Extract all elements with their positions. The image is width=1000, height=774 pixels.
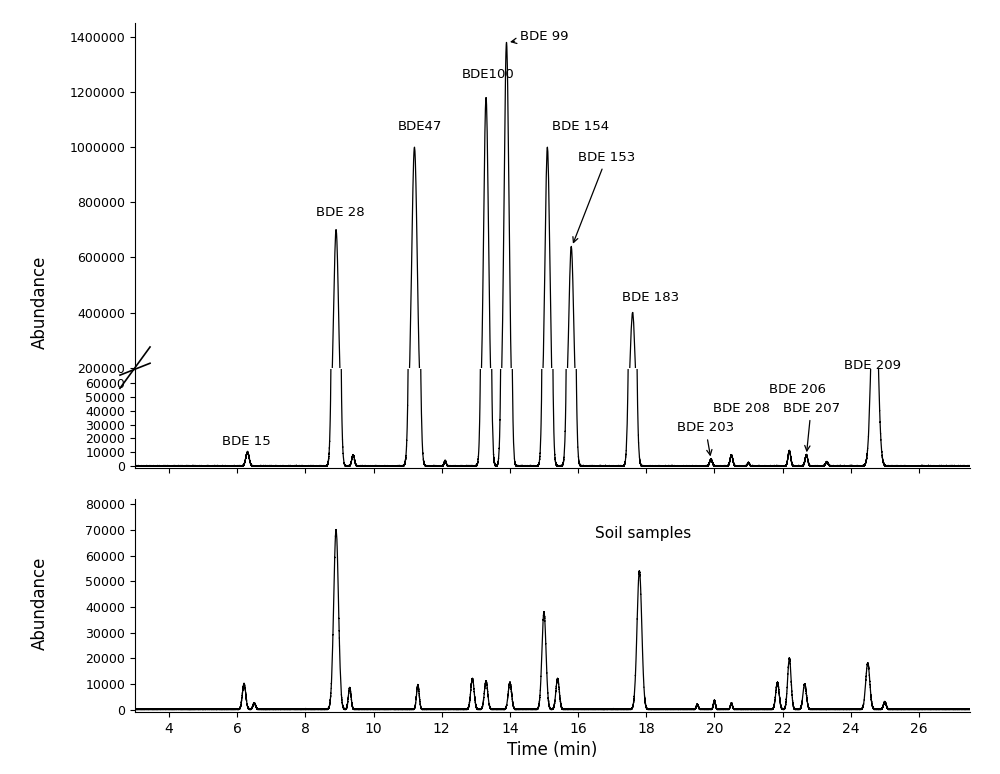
Text: BDE 153: BDE 153 [573, 151, 635, 242]
X-axis label: Time (min): Time (min) [507, 741, 598, 759]
Text: BDE 99: BDE 99 [511, 29, 569, 43]
Text: BDE 183: BDE 183 [622, 291, 679, 304]
Text: Abundance: Abundance [31, 557, 49, 650]
Text: BDE 207: BDE 207 [783, 402, 840, 451]
Text: BDE100: BDE100 [462, 68, 515, 81]
Text: BDE47: BDE47 [397, 121, 442, 133]
Text: BDE 15: BDE 15 [222, 435, 271, 448]
Text: BDE 28: BDE 28 [316, 206, 364, 219]
Text: BDE 154: BDE 154 [552, 121, 610, 133]
Text: BDE 209: BDE 209 [844, 359, 901, 372]
Text: Soil samples: Soil samples [595, 526, 691, 541]
Text: BDE 208: BDE 208 [713, 402, 770, 415]
Text: BDE 203: BDE 203 [677, 421, 734, 455]
Text: BDE 206: BDE 206 [769, 382, 826, 396]
Text: Abundance: Abundance [31, 255, 49, 348]
